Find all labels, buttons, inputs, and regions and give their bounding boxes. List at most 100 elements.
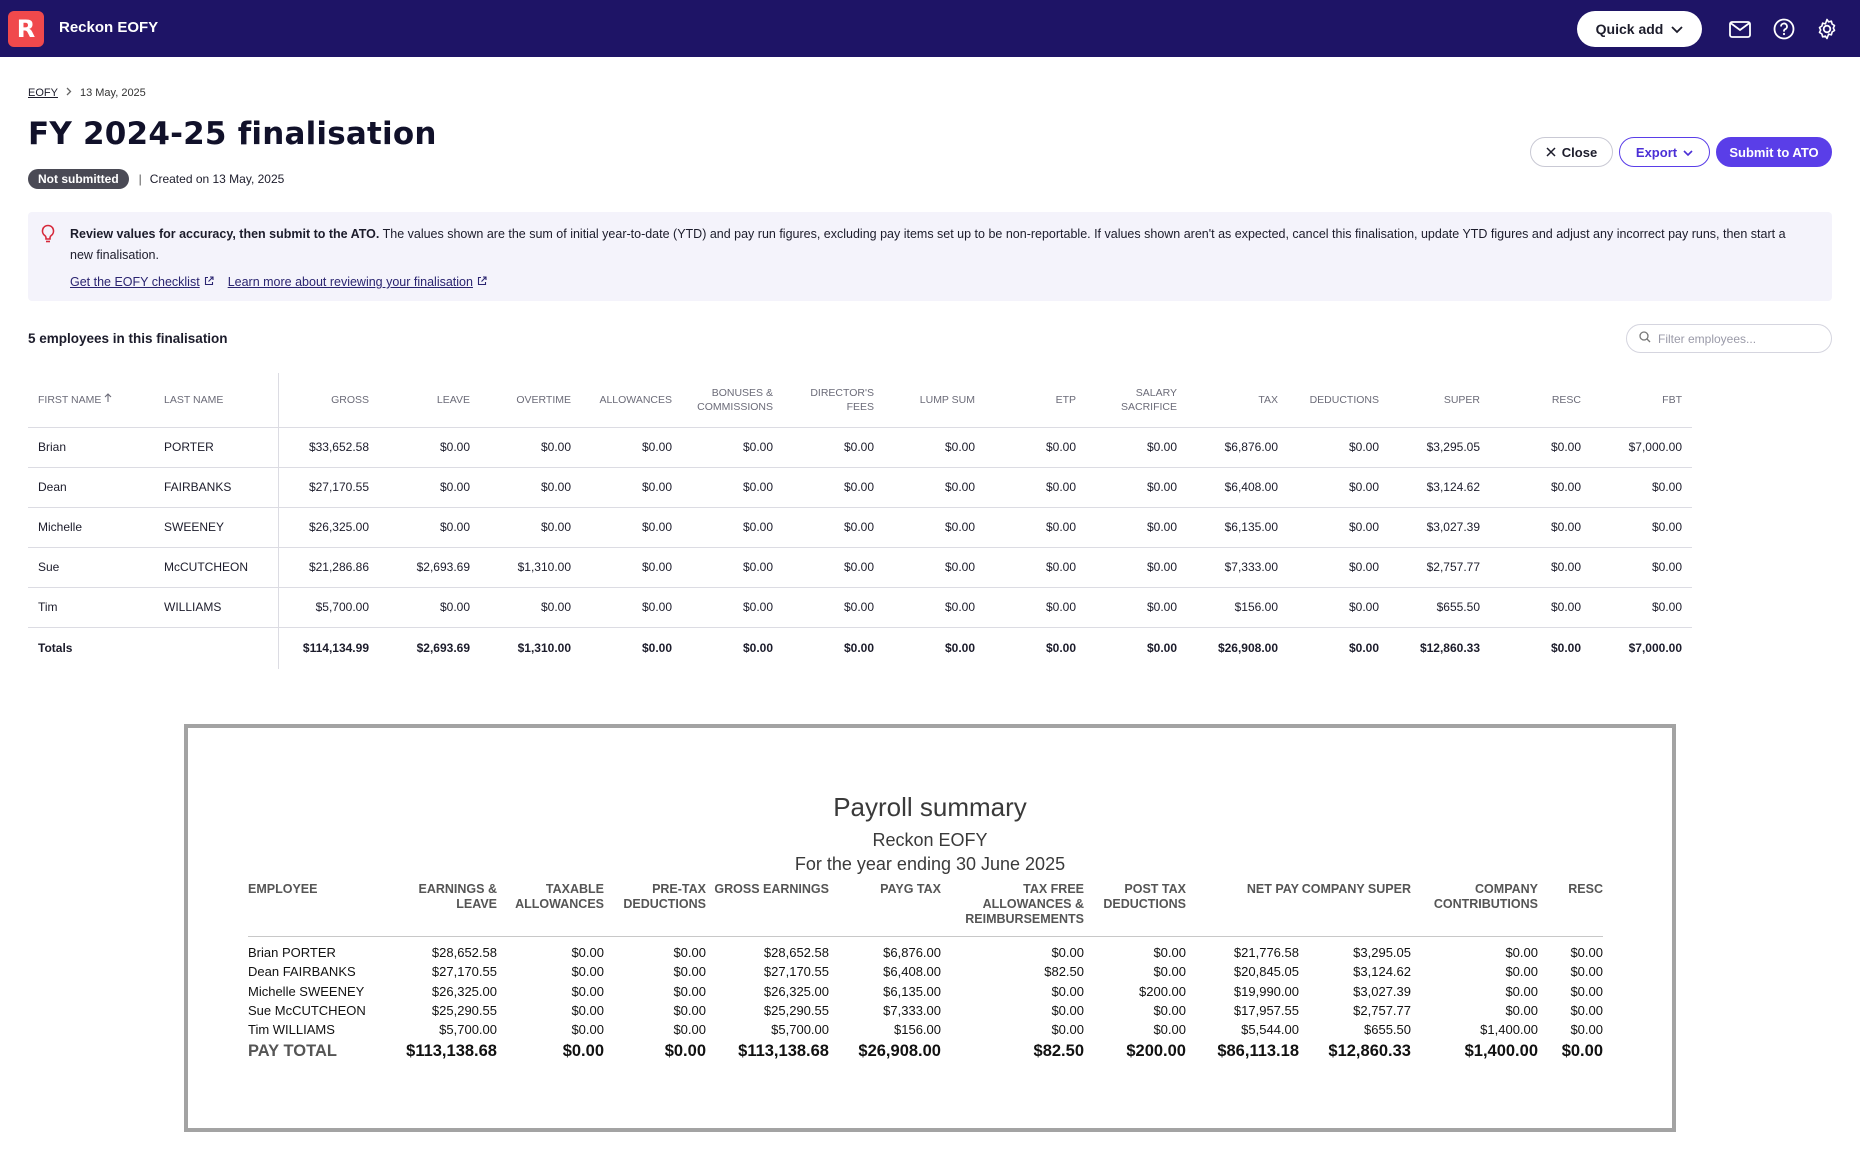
column-header-label: FIRST NAME [38,393,102,406]
summary-column-header: EMPLOYEE [248,882,386,937]
value-cell: $0.00 [1490,467,1591,508]
value-cell: $0.00 [480,507,581,548]
last-name-cell: SWEENEY [154,507,279,548]
learn-more-link[interactable]: Learn more about reviewing your finalisa… [228,275,487,289]
column-header[interactable]: LUMP SUM [884,373,985,428]
summary-value-cell: $0.00 [664,1041,706,1060]
summary-value-cell: $25,290.55 [431,1003,497,1019]
employees-table: FIRST NAME LAST NAME GROSS LEAVE OVERTIM… [28,373,1692,669]
summary-row: Dean FAIRBANKS $27,170.55 $0.00 $0.00 $27,17… [248,962,1603,981]
table-row[interactable]: Tim WILLIAMS $5,700.00 $0.00 $0.00 $0.00 $0.00… [28,587,1692,628]
sort-up-icon [104,392,112,406]
table-row[interactable]: Sue McCUTCHEON $21,286.86 $2,693.69 $1,310.0… [28,547,1692,588]
table-row[interactable]: Michelle SWEENEY $26,325.00 $0.00 $0.00 $0.00… [28,507,1692,548]
summary-column-header: GROSS EARNINGS [706,882,829,937]
column-header[interactable]: SUPER [1389,373,1490,428]
eofy-checklist-link[interactable]: Get the EOFY checklist [70,275,214,289]
reckon-logo[interactable]: R [8,11,44,47]
first-name-cell: Sue [28,547,154,588]
value-cell: $27,170.55 [278,467,379,508]
summary-value-cell: $28,652.58 [763,945,829,961]
export-button[interactable]: Export [1619,137,1710,167]
summary-column-header: POST TAX DEDUCTIONS [1084,882,1186,937]
summary-value-cell: $19,990.00 [1233,983,1299,999]
submit-to-ato-button[interactable]: Submit to ATO [1716,137,1832,167]
filter-employees[interactable] [1626,324,1832,353]
value-cell: $0.00 [985,467,1086,508]
summary-value-cell: $0.00 [571,983,604,999]
summary-column-header: TAXABLE ALLOWANCES [497,882,604,937]
filter-employees-input[interactable] [1658,331,1818,346]
gear-icon[interactable] [1814,16,1840,42]
value-cell: $3,124.62 [1389,467,1490,508]
quick-add-button[interactable]: Quick add [1577,11,1702,47]
status-row: Not submitted | Created on 13 May, 2025 [28,169,284,189]
app-title[interactable]: Reckon EOFY [59,19,159,36]
column-header[interactable]: BONUSES & COMMISSIONS [682,373,783,428]
summary-company: Reckon EOFY [872,830,988,850]
chevron-right-icon [66,87,72,99]
summary-value-cell: $0.00 [1153,964,1186,980]
summary-value-cell: $0.00 [1153,945,1186,961]
value-cell: $0.00 [742,641,773,656]
value-cell: $0.00 [1086,547,1187,588]
value-cell: $0.00 [379,427,480,468]
summary-value-cell: $0.00 [673,1022,706,1038]
breadcrumb-eofy-link[interactable]: EOFY [28,87,58,99]
column-header[interactable]: GROSS [278,373,379,428]
summary-table-body: Brian PORTER $28,652.58 $0.00 $0.00 $28,652.… [248,936,1603,1063]
value-cell: $0.00 [783,427,884,468]
mail-icon[interactable] [1727,16,1753,42]
column-header[interactable]: LEAVE [379,373,480,428]
last-name-cell: PORTER [154,427,279,468]
help-icon[interactable] [1771,16,1797,42]
value-cell: $0.00 [1146,641,1177,656]
value-cell: $21,286.86 [278,547,379,588]
learn-more-link-label: Learn more about reviewing your finalisa… [227,275,473,289]
close-button[interactable]: Close [1530,137,1613,167]
value-cell: $0.00 [1045,641,1076,656]
column-header[interactable]: RESC [1490,373,1591,428]
table-row[interactable]: Dean FAIRBANKS $27,170.55 $0.00 $0.00 $0.00 $0… [28,467,1692,508]
table-row[interactable]: Brian PORTER $33,652.58 $0.00 $0.00 $0.00 $0.0… [28,427,1692,468]
banner-body-text: The values shown are the sum of initial … [70,227,1786,262]
value-cell: $0.00 [783,507,884,548]
last-name-cell: McCUTCHEON [154,547,279,588]
value-cell: $0.00 [682,587,783,628]
summary-value-cell: $113,138.68 [738,1041,829,1060]
column-header[interactable]: OVERTIME [480,373,581,428]
value-cell: $0.00 [944,641,975,656]
summary-value-cell: $0.00 [1505,964,1538,980]
summary-value-cell: $26,908.00 [858,1041,941,1060]
value-cell: $0.00 [783,467,884,508]
value-cell: $0.00 [1288,427,1389,468]
summary-value-cell: $82.50 [1044,964,1084,980]
status-separator: | [138,172,142,186]
column-header[interactable]: FIRST NAME [28,373,154,428]
summary-value-cell: $0.00 [1505,1003,1538,1019]
employee-cell: PAY TOTAL [248,1041,337,1060]
column-header[interactable]: LAST NAME [154,373,279,428]
summary-value-cell: $3,124.62 [1353,964,1411,980]
external-link-icon [204,275,214,289]
summary-value-cell: $20,845.05 [1233,964,1299,980]
employees-table-body: Brian PORTER $33,652.58 $0.00 $0.00 $0.00 $0.0… [28,427,1692,669]
value-cell: $0.00 [581,587,682,628]
value-cell: $0.00 [1288,507,1389,548]
summary-value-cell: $0.00 [673,964,706,980]
summary-value-cell: $5,544.00 [1241,1022,1299,1038]
summary-value-cell: $1,400.00 [1464,1041,1538,1060]
column-header[interactable]: ALLOWANCES [581,373,682,428]
value-cell: $0.00 [1288,547,1389,588]
summary-value-cell: $156.00 [894,1022,941,1038]
column-header[interactable]: SALARY SACRIFICE [1086,373,1187,428]
column-header[interactable]: TAX [1187,373,1288,428]
value-cell: $0.00 [480,427,581,468]
column-header[interactable]: DEDUCTIONS [1288,373,1389,428]
value-cell: $3,027.39 [1389,507,1490,548]
column-header[interactable]: DIRECTOR'S FEES [783,373,884,428]
value-cell: $1,310.00 [480,547,581,588]
summary-value-cell: $12,860.33 [1328,1041,1411,1060]
column-header[interactable]: FBT [1591,373,1692,428]
column-header[interactable]: ETP [985,373,1086,428]
